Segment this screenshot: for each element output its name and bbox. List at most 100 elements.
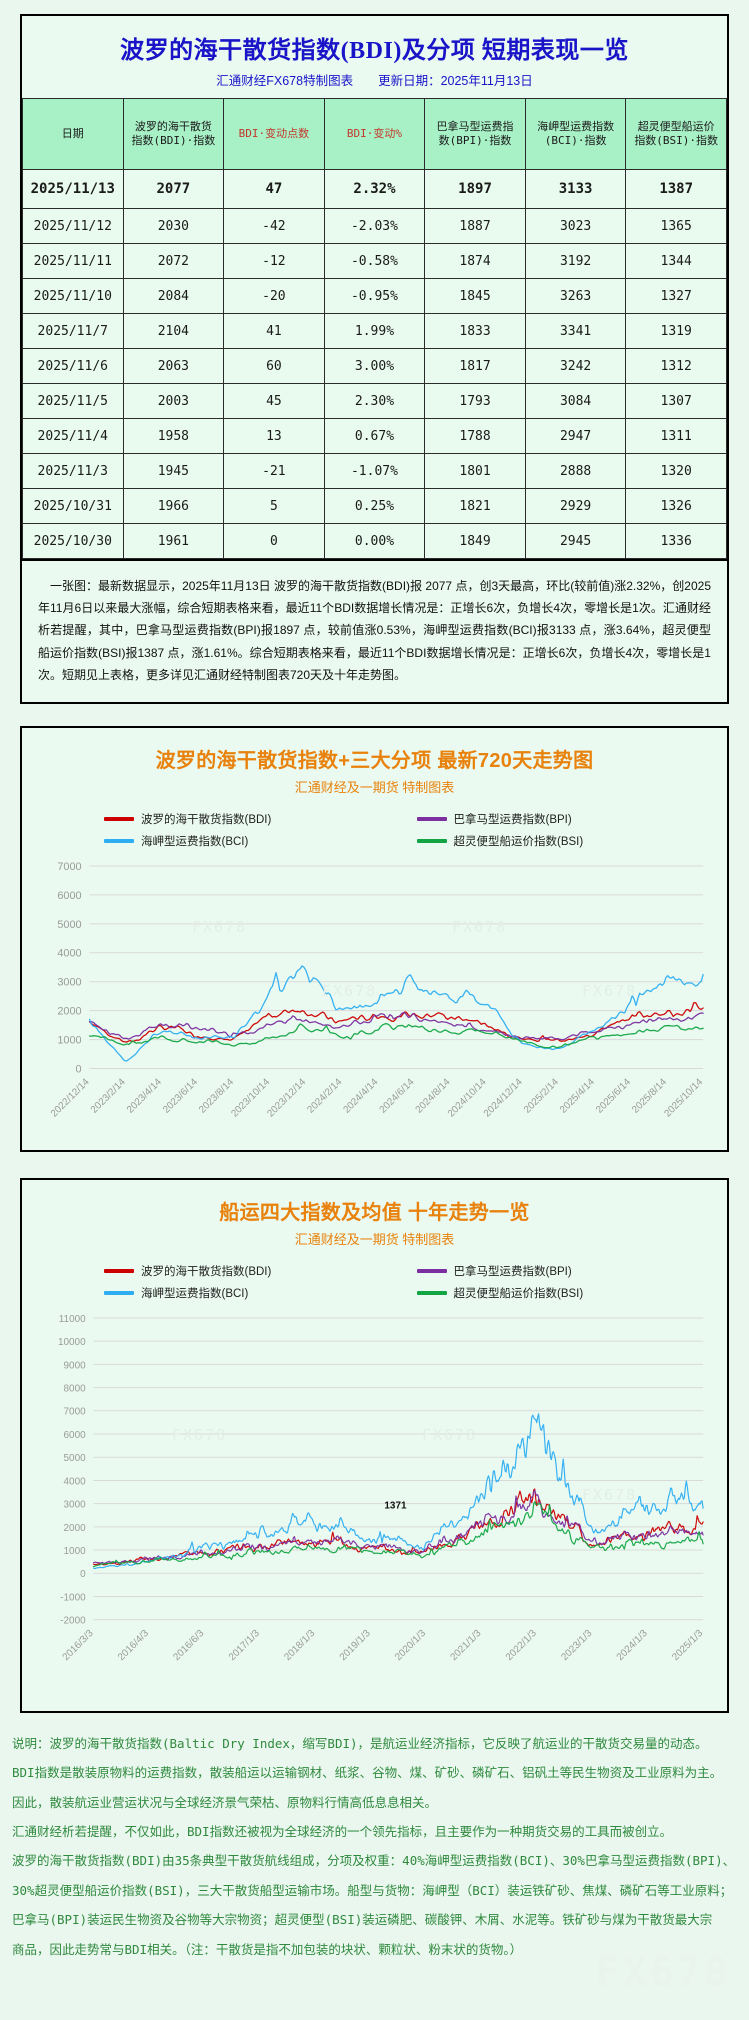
svg-text:3000: 3000 (57, 977, 81, 989)
page-title: 波罗的海干散货指数(BDI)及分项 短期表现一览 (120, 38, 629, 64)
chart-10y-title: 船运四大指数及均值 十年走势一览 (219, 1201, 530, 1224)
cell-4: 1845 (424, 278, 526, 314)
cell-5: 3023 (524, 208, 627, 244)
cell-4: 1821 (424, 488, 526, 524)
cell-3: -0.58% (323, 243, 426, 279)
svg-text:2021/1/3: 2021/1/3 (448, 1627, 483, 1662)
cell-0: 2025/10/31 (22, 488, 124, 524)
cell-3: -2.03% (323, 208, 426, 244)
cell-4: 1801 (424, 453, 526, 489)
svg-text:7000: 7000 (57, 861, 81, 873)
cell-3: 3.00% (323, 348, 426, 384)
table-subtitle: 汇通财经FX678特制图表 更新日期：2025年11月13日 (216, 74, 533, 88)
table-row: 2025/11/4 1958 13 0.67% 1788 2947 1311 (22, 418, 727, 454)
cell-4: 1874 (424, 243, 526, 279)
cell-4: 1887 (424, 208, 526, 244)
chart-720d-title: 波罗的海干散货指数+三大分项 最新720天走势图 (155, 749, 594, 772)
table-row: 2025/11/10 2084 -20 -0.95% 1845 3263 1327 (22, 278, 727, 314)
legend-label-bdi: 波罗的海干散货指数(BDI) (141, 813, 272, 826)
legend-label-bsi: 超灵便型船运价指数(BSI) (453, 835, 584, 848)
cell-2: -21 (223, 453, 325, 489)
svg-text:9000: 9000 (64, 1360, 87, 1371)
cell-1: 2072 (122, 243, 225, 279)
cell-2: 60 (223, 348, 325, 384)
col-bdi-change-points: BDI·变动点数 (223, 98, 325, 170)
footer-line: 30%超灵便型船运价指数(BSI)，三大干散货船型运输市场。船型与货物：海岬型（… (12, 1882, 733, 1898)
cell-6: 1319 (625, 313, 727, 349)
svg-text:2023/2/14: 2023/2/14 (89, 1076, 128, 1115)
cell-0: 2025/11/10 (22, 278, 124, 314)
cell-0: 2025/11/5 (22, 383, 124, 419)
legend-swatch-bci (104, 839, 134, 843)
cell-0: 2025/11/6 (22, 348, 124, 384)
svg-text:7000: 7000 (64, 1407, 87, 1418)
cell-1: 2104 (122, 313, 225, 349)
legend-label-bci-2: 海岬型运费指数(BCI) (141, 1287, 249, 1300)
cell-6: 1365 (625, 208, 727, 244)
table-row: 2025/11/6 2063 60 3.00% 1817 3242 1312 (22, 348, 727, 384)
svg-text:2022/1/3: 2022/1/3 (504, 1627, 539, 1662)
cell-5: 3192 (524, 243, 627, 279)
svg-text:2024/6/14: 2024/6/14 (378, 1076, 417, 1115)
cell-5: 3242 (524, 348, 627, 384)
cell-0: 2025/11/7 (22, 313, 124, 349)
col-bsi: 超灵便型船运价 指数(BSI)·指数 (625, 98, 727, 170)
legend-item-bpi-2: 巴拿马型运费指数(BPI) (375, 1260, 688, 1282)
svg-text:10000: 10000 (58, 1337, 86, 1348)
cell-3: 2.32% (323, 169, 426, 209)
cell-1: 2084 (122, 278, 225, 314)
legend-item-bci: 海岬型运费指数(BCI) (62, 830, 375, 852)
svg-text:6000: 6000 (64, 1430, 87, 1441)
table-row: 2025/11/7 2104 41 1.99% 1833 3341 1319 (22, 313, 727, 349)
svg-text:2024/1/3: 2024/1/3 (615, 1627, 650, 1662)
table-header: 日期 波罗的海干散货 指数(BDI)·指数 BDI·变动点数 BDI·变动% 巴… (22, 98, 727, 170)
bdi-table: 日期 波罗的海干散货 指数(BDI)·指数 BDI·变动点数 BDI·变动% 巴… (22, 98, 727, 559)
legend-item-bdi: 波罗的海干散货指数(BDI) (62, 808, 375, 830)
svg-text:1371: 1371 (384, 1500, 407, 1511)
page-root: 波罗的海干散货指数(BDI)及分项 短期表现一览 汇通财经FX678特制图表 更… (0, 14, 749, 1996)
table-header-row: 日期 波罗的海干散货 指数(BDI)·指数 BDI·变动点数 BDI·变动% 巴… (22, 98, 727, 170)
legend-item-bpi: 巴拿马型运费指数(BPI) (375, 808, 688, 830)
legend-item-bsi-2: 超灵便型船运价指数(BSI) (375, 1282, 688, 1304)
col-bpi: 巴拿马型运费指 数(BPI)·指数 (424, 98, 526, 170)
chart-720d-svg: 010002000300040005000600070002022/12/142… (49, 861, 706, 1120)
footer-line: 因此，散装航运业营运状况与全球经济景气荣枯、原物料行情高低息息相关。 (12, 1794, 438, 1810)
svg-text:8000: 8000 (64, 1383, 87, 1394)
summary-note: 一张图：最新数据显示，2025年11月13日 波罗的海干散货指数(BDI)报 2… (22, 559, 727, 702)
cell-0: 2025/11/3 (22, 453, 124, 489)
svg-text:2025/10/14: 2025/10/14 (662, 1076, 705, 1119)
svg-text:2024/12/14: 2024/12/14 (482, 1076, 525, 1119)
cell-2: -42 (223, 208, 325, 244)
svg-text:2000: 2000 (64, 1523, 87, 1534)
cell-6: 1336 (625, 523, 727, 559)
cell-5: 2947 (524, 418, 627, 454)
cell-0: 2025/11/11 (22, 243, 124, 279)
legend-label-bdi-2: 波罗的海干散货指数(BDI) (141, 1265, 272, 1278)
svg-text:1000: 1000 (57, 1034, 81, 1046)
footer-line: BDI指数是散装原物料的运费指数，散装船运以运输钢材、纸浆、谷物、煤、矿砂、磷矿… (12, 1765, 723, 1781)
cell-1: 2003 (122, 383, 225, 419)
svg-text:4000: 4000 (64, 1476, 87, 1487)
cell-1: 1958 (122, 418, 225, 454)
table-row: 2025/11/3 1945 -21 -1.07% 1801 2888 1320 (22, 453, 727, 489)
svg-text:2023/6/14: 2023/6/14 (161, 1076, 200, 1115)
svg-text:2016/3/3: 2016/3/3 (61, 1627, 96, 1662)
cell-5: 2929 (524, 488, 627, 524)
svg-text:2025/6/14: 2025/6/14 (594, 1076, 633, 1115)
cell-0: 2025/11/12 (22, 208, 124, 244)
cell-3: 0.00% (323, 523, 426, 559)
cell-0: 2025/11/4 (22, 418, 124, 454)
cell-0: 2025/11/13 (22, 169, 124, 209)
legend-swatch-bdi (104, 817, 134, 821)
cell-6: 1327 (625, 278, 727, 314)
cell-4: 1897 (424, 169, 526, 209)
cell-4: 1793 (424, 383, 526, 419)
table-row: 2025/10/31 1966 5 0.25% 1821 2929 1326 (22, 488, 727, 524)
cell-4: 1849 (424, 523, 526, 559)
cell-6: 1344 (625, 243, 727, 279)
cell-5: 3341 (524, 313, 627, 349)
chart-720d-legend: 波罗的海干散货指数(BDI) 巴拿马型运费指数(BPI) 海岬型运费指数(BCI… (22, 802, 727, 854)
svg-text:0: 0 (76, 1063, 82, 1075)
chart-10y-plot: FX678 FX678 FX678 -2000 -1000 0 1000 2000 300… (22, 1306, 727, 1711)
svg-text:2023/4/14: 2023/4/14 (125, 1076, 164, 1115)
